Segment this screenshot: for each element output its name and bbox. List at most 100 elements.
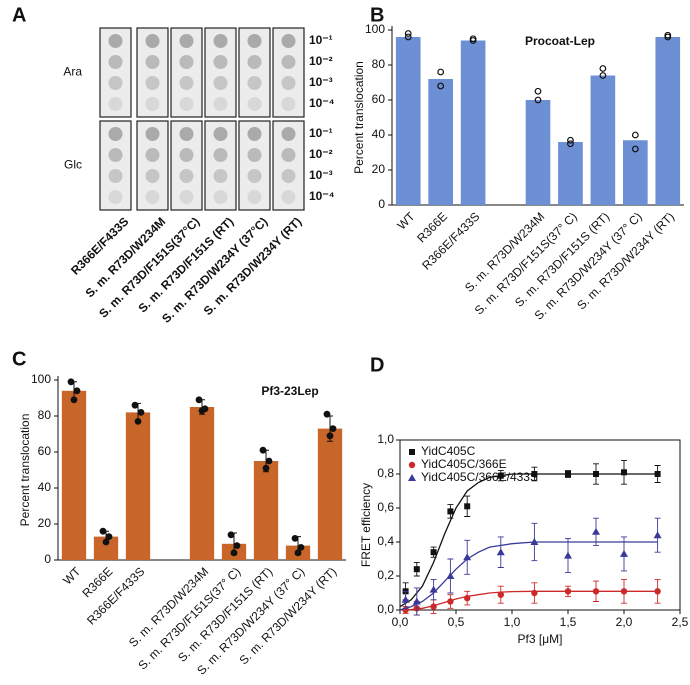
colony-spot	[281, 190, 296, 204]
y-tick-label: 60	[38, 444, 52, 458]
replicate-dot	[567, 140, 574, 148]
replicate-dot	[262, 464, 270, 472]
marker	[593, 471, 599, 477]
marker	[564, 551, 572, 559]
y-tick-label: 100	[31, 372, 51, 386]
colony-spot	[247, 190, 262, 204]
colony-spot	[145, 76, 160, 90]
colony-spot	[247, 127, 262, 141]
colony-spot	[145, 148, 160, 162]
colony-spot	[179, 127, 194, 141]
marker	[446, 572, 455, 579]
marker	[464, 594, 471, 602]
replicate-dot	[70, 396, 78, 404]
y-axis-label: Percent translocation	[352, 61, 366, 174]
x-axis-label: Pf3 [μM]	[518, 632, 563, 646]
marker	[620, 588, 628, 595]
y-tick-label: 60	[372, 92, 386, 106]
marker	[621, 469, 627, 476]
dilution-label: 10⁻³	[309, 75, 333, 89]
replicate-dot	[67, 378, 75, 386]
replicate-dot	[294, 549, 302, 557]
plate-lane	[204, 27, 237, 118]
panel-label: A	[12, 4, 26, 26]
colony-spot	[179, 97, 194, 111]
colony-spot	[281, 76, 296, 90]
colony-spot	[145, 97, 160, 111]
bar	[125, 412, 151, 560]
dilution-label: 10⁻⁴	[309, 189, 335, 203]
colony-spot	[213, 190, 228, 204]
colony-spot	[213, 148, 228, 162]
colony-spot	[108, 148, 123, 162]
colony-spot	[281, 127, 296, 141]
y-tick-label: 80	[38, 408, 52, 422]
bar	[93, 536, 119, 560]
marker	[592, 588, 600, 595]
bar	[428, 79, 453, 205]
replicate-dot	[664, 33, 672, 41]
replicate-dot	[102, 538, 110, 546]
marker	[653, 531, 662, 539]
replicate-dot	[227, 531, 235, 539]
x-tick-label: WT	[394, 209, 418, 233]
colony-spot	[247, 55, 262, 69]
colony-spot	[179, 169, 194, 183]
legend-marker	[408, 474, 416, 481]
dilution-label: 10⁻¹	[309, 33, 333, 47]
replicate-dot	[198, 407, 206, 415]
marker	[592, 527, 600, 535]
replicate-dot	[291, 535, 299, 542]
colony-spot	[179, 34, 194, 48]
marker	[447, 598, 454, 605]
replicate-dot	[134, 418, 142, 425]
replicate-dot	[326, 432, 334, 440]
colony-spot	[281, 55, 296, 69]
x-tick-label: 0,0	[392, 615, 409, 629]
dilution-label: 10⁻¹	[309, 126, 333, 140]
bar	[317, 428, 343, 560]
panel-label: D	[370, 354, 384, 376]
x-tick-label: R366E/F433S	[419, 209, 482, 272]
replicate-dot	[534, 96, 542, 104]
replicate-dot	[230, 549, 238, 557]
marker	[447, 508, 454, 515]
row-label: Ara	[63, 65, 82, 79]
replicate-dot	[599, 72, 607, 79]
marker	[531, 589, 538, 597]
colony-spot	[213, 76, 228, 90]
y-tick-label: 100	[365, 22, 385, 36]
bar	[61, 390, 87, 560]
marker	[530, 538, 539, 545]
replicate-dot	[265, 457, 273, 465]
bar	[189, 407, 215, 560]
colony-spot	[179, 76, 194, 90]
y-axis-label: Percent translocation	[18, 414, 32, 527]
colony-spot	[179, 190, 194, 204]
replicate-dot	[259, 446, 267, 454]
replicate-dot	[404, 33, 412, 41]
colony-spot	[108, 190, 123, 204]
replicate-dot	[631, 131, 639, 139]
colony-spot	[247, 148, 262, 162]
replicate-dot	[599, 65, 607, 72]
replicate-dot	[131, 401, 139, 409]
colony-spot	[108, 127, 123, 141]
y-tick-label: 0	[378, 197, 385, 211]
legend-marker	[409, 449, 415, 455]
y-tick-label: 0,4	[377, 534, 394, 548]
marker	[413, 566, 420, 573]
row-label: Glc	[64, 158, 82, 172]
dilution-label: 10⁻⁴	[309, 96, 335, 110]
dilution-label: 10⁻²	[309, 54, 333, 68]
marker	[565, 471, 571, 477]
replicate-dot	[297, 544, 305, 551]
replicate-dot	[469, 37, 477, 44]
y-tick-label: 0,0	[377, 602, 394, 616]
marker	[497, 472, 504, 479]
replicate-dot	[137, 409, 145, 416]
plate-lane	[238, 27, 271, 118]
replicate-dot	[437, 82, 445, 90]
bar	[253, 461, 279, 560]
